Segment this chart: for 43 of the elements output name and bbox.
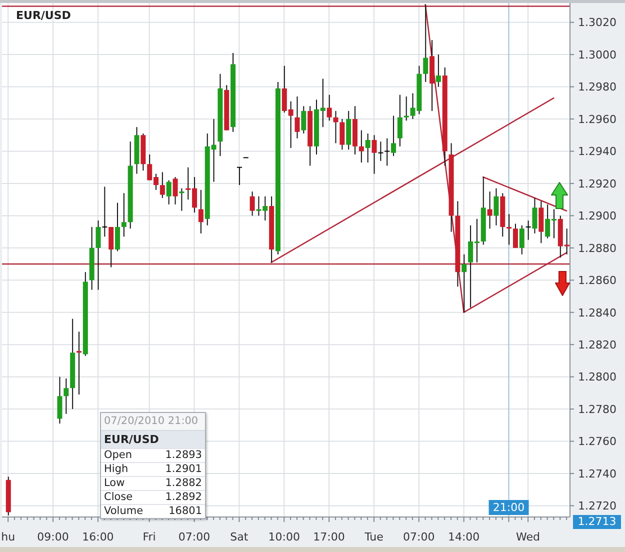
x-tick-label: Tue (364, 530, 384, 544)
text: EUR/USD (16, 9, 71, 22)
x-tick-label: 10:00 (268, 530, 300, 544)
x-tick-label: Sat (230, 530, 249, 544)
annotation: EUR/USD (101, 430, 205, 448)
y-tick-label: 1.2820 (578, 338, 616, 352)
x-tick-label: 16:00 (82, 530, 114, 544)
x-tick-label: 07:00 (403, 530, 435, 544)
y-tick-label: 1.2920 (578, 177, 616, 190)
annotation: Open (104, 449, 132, 462)
x-tick-label: 07:00 (178, 530, 210, 544)
x-tick-label: 09:00 (37, 530, 69, 544)
annotation: Low (104, 477, 125, 490)
annotation: 1.2882 (165, 477, 202, 490)
annotation: Volume (104, 505, 144, 518)
y-tick-label: 1.2740 (578, 467, 616, 480)
annotation: 07/20/2010 21:00 (101, 413, 205, 430)
y-tick-label: 1.3000 (578, 48, 616, 62)
annotation: High (104, 463, 128, 476)
y-tick-label: 1.2720 (578, 500, 616, 513)
text: 1.2713 (573, 515, 621, 529)
y-tick-label: 1.2760 (578, 435, 616, 448)
x-tick-label: 21:00 (492, 501, 525, 514)
annotation: 1.2892 (165, 491, 202, 504)
annotation: 16801 (168, 505, 202, 518)
y-tick-label: 1.2880 (578, 242, 616, 255)
y-tick-label: 1.3020 (578, 16, 616, 30)
x-tick-label: Fri (142, 530, 156, 544)
y-tick-label: 1.2900 (578, 210, 616, 223)
y-tick-label: 1.2800 (578, 370, 616, 384)
y-tick-label: 1.2960 (578, 112, 616, 126)
y-tick-label: 1.2780 (578, 402, 616, 416)
annotation: 1.2893 (165, 449, 202, 462)
x-tick-label: 17:00 (313, 530, 345, 544)
y-tick-label: 1.2840 (578, 306, 616, 320)
x-tick-label: hu (1, 530, 16, 544)
annotation: Close (104, 491, 133, 504)
x-tick-label: 14:00 (448, 530, 480, 544)
x-tick-label: Wed (516, 530, 540, 544)
y-tick-label: 1.2940 (578, 145, 616, 158)
y-tick-label: 1.2980 (578, 80, 616, 94)
annotation: 1.2901 (165, 463, 202, 476)
y-tick-label: 1.2860 (578, 274, 616, 288)
